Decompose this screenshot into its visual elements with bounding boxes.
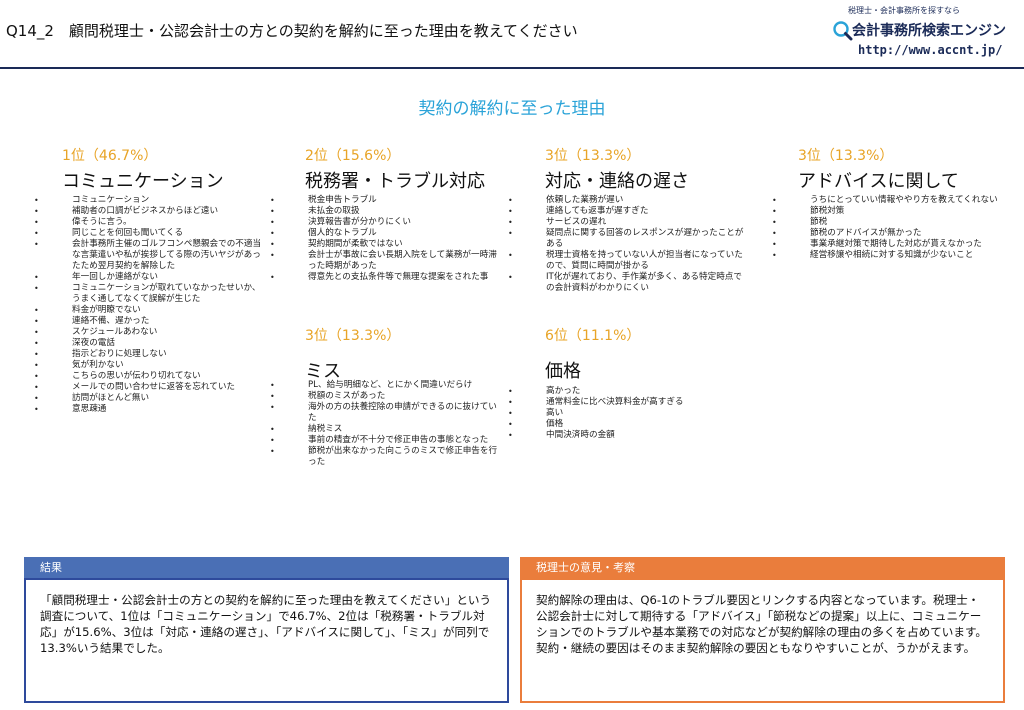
list-item: 個人的なトラブル	[268, 228, 505, 239]
list-item: 納税ミス	[268, 424, 505, 435]
rank-block-advice: 3位（13.3%） アドバイスに関して	[798, 145, 959, 193]
reason-list-mistakes: PL、給与明細など、とにかく間違いだらけ 税額のミスがあった 海外の方の扶養控除…	[268, 380, 505, 468]
result-text: 「顧問税理士・公認会計士の方との契約を解約に至った理由を教えてください」という調…	[40, 593, 492, 655]
list-item: 高かった	[506, 386, 706, 397]
list-item: 海外の方の扶養控除の申請ができるのに抜けていた	[268, 402, 505, 424]
magnifier-logo-icon	[833, 21, 853, 41]
list-item: 連絡不備、遅かった	[32, 316, 267, 327]
list-item: 同じことを何回も聞いてくる	[32, 228, 267, 239]
list-item: スケジュールあわない	[32, 327, 267, 338]
page-header: Q14_2 顧問税理士・公認会計士の方との契約を解約に至った理由を教えてください…	[0, 0, 1024, 70]
list-item: うちにとっていい情報ややり方を教えてくれない	[770, 195, 1002, 206]
list-item: 中間決済時の金額	[506, 430, 706, 441]
list-item: IT化が遅れており、手作業が多く、ある特定時点での会計資料がわかりにくい	[506, 272, 746, 294]
reason-list-communication: コミュニケーション 補助者の口調がビジネスからほど遠い 偉そうに言う。 同じこと…	[32, 195, 267, 415]
list-item: 事前の精査が不十分で修正申告の事態となった	[268, 435, 505, 446]
rank-label: 6位（11.1%）	[545, 328, 641, 344]
list-item: 決算報告書が分かりにくい	[268, 217, 505, 228]
list-item: 依頼した業務が遅い	[506, 195, 746, 206]
category-title: ミス	[305, 361, 341, 382]
list-item: 節税対策	[770, 206, 1002, 217]
rank-block-slow-response: 3位（13.3%） 対応・連絡の遅さ	[545, 145, 689, 193]
list-item: 訪問がほとんど無い	[32, 393, 267, 404]
list-item: 意思疎通	[32, 404, 267, 415]
list-item: 料金が明瞭でない	[32, 305, 267, 316]
list-item: メールでの問い合わせに返答を忘れていた	[32, 382, 267, 393]
opinion-text: 契約解除の理由は、Q6-1のトラブル要因とリンクする内容となっています。税理士・…	[536, 593, 987, 655]
list-item: 税金申告トラブル	[268, 195, 505, 206]
rank-block-tax-trouble: 2位（15.6%） 税務署・トラブル対応	[305, 145, 485, 193]
reason-list-slow-response: 依頼した業務が遅い 連絡しても返事が遅すぎた サービスの遅れ 疑問点に関する回答…	[506, 195, 746, 294]
list-item: 偉そうに言う。	[32, 217, 267, 228]
category-title: 価格	[545, 361, 581, 382]
list-item: 年一回しか連絡がない	[32, 272, 267, 283]
list-item: 会計事務所主催のゴルフコンペ懇親会での不適当な言葉遣いや私が挨拶してる際の汚いヤ…	[32, 239, 267, 272]
result-box: 「顧問税理士・公認会計士の方との契約を解約に至った理由を教えてください」という調…	[24, 578, 509, 703]
list-item: コミュニケーションが取れていなかったせいか、うまく通してなくて誤解が生じた	[32, 283, 267, 305]
list-item: 深夜の電話	[32, 338, 267, 349]
rank-block-price: 6位（11.1%） 価格	[545, 325, 640, 383]
list-item: 会計士が事故に会い長期入院をして業務が一時滞った時期があった	[268, 250, 505, 272]
rank-block-mistakes: 3位（13.3%） ミス	[305, 325, 400, 383]
list-item: 節税のアドバイスが無かった	[770, 228, 1002, 239]
list-item: 税額のミスがあった	[268, 391, 505, 402]
reason-list-tax-trouble: 税金申告トラブル 未払金の取扱 決算報告書が分かりにくい 個人的なトラブル 契約…	[268, 195, 505, 283]
list-item: 節税が出来なかった向こうのミスで修正申告を行った	[268, 446, 505, 468]
opinion-box-label: 税理士の意見・考察	[520, 557, 1005, 579]
main-title: 契約の解約に至った理由	[418, 99, 606, 119]
reason-list-price: 高かった 通常料金に比べ決算料金が高すぎる 高い 価格 中間決済時の金額	[506, 386, 706, 441]
rank-block-communication: 1位（46.7%） コミュニケーション	[62, 145, 224, 193]
list-item: 経営移譲や相続に対する知識が少ないこと	[770, 250, 1002, 261]
list-item: PL、給与明細など、とにかく間違いだらけ	[268, 380, 505, 391]
list-item: 補助者の口調がビジネスからほど遠い	[32, 206, 267, 217]
logo-url[interactable]: http://www.accnt.jp/	[858, 43, 1003, 57]
list-item: サービスの遅れ	[506, 217, 746, 228]
category-title: アドバイスに関して	[798, 171, 959, 192]
rank-label: 2位（15.6%）	[305, 148, 401, 164]
list-item: 契約期間が柔軟ではない	[268, 239, 505, 250]
list-item: 高い	[506, 408, 706, 419]
category-title: 税務署・トラブル対応	[305, 171, 485, 192]
logo-tagline: 税理士・会計事務所を探すなら	[848, 6, 960, 15]
list-item: 節税	[770, 217, 1002, 228]
result-box-label: 結果	[24, 557, 509, 579]
rank-label: 3位（13.3%）	[305, 328, 401, 344]
list-item: 通常料金に比べ決算料金が高すぎる	[506, 397, 706, 408]
list-item: 価格	[506, 419, 706, 430]
list-item: コミュニケーション	[32, 195, 267, 206]
list-item: 疑問点に関する回答のレスポンスが遅かったことがある	[506, 228, 746, 250]
rank-label: 1位（46.7%）	[62, 148, 158, 164]
list-item: 事業承継対策で期待した対応が貰えなかった	[770, 239, 1002, 250]
list-item: こちらの思いが伝わり切れてない	[32, 371, 267, 382]
list-item: 指示どおりに処理しない	[32, 349, 267, 360]
header-divider	[0, 67, 1024, 69]
site-logo[interactable]: 税理士・会計事務所を探すなら 会計事務所検索エンジン http://www.ac…	[830, 3, 1020, 63]
rank-label: 3位（13.3%）	[545, 148, 641, 164]
logo-name: 会計事務所検索エンジン	[852, 23, 1006, 39]
list-item: 得意先との支払条件等で無理な提案をされた事	[268, 272, 505, 283]
reason-list-advice: うちにとっていい情報ややり方を教えてくれない 節税対策 節税 節税のアドバイスが…	[770, 195, 1002, 261]
opinion-box: 契約解除の理由は、Q6-1のトラブル要因とリンクする内容となっています。税理士・…	[520, 578, 1005, 703]
list-item: 連絡しても返事が遅すぎた	[506, 206, 746, 217]
list-item: 未払金の取扱	[268, 206, 505, 217]
category-title: コミュニケーション	[62, 171, 224, 192]
rank-label: 3位（13.3%）	[798, 148, 894, 164]
list-item: 税理士資格を持っていない人が担当者になっていたので、質問に時間が掛かる	[506, 250, 746, 272]
list-item: 気が利かない	[32, 360, 267, 371]
category-title: 対応・連絡の遅さ	[545, 171, 689, 192]
question-title: Q14_2 顧問税理士・公認会計士の方との契約を解約に至った理由を教えてください	[6, 22, 578, 40]
